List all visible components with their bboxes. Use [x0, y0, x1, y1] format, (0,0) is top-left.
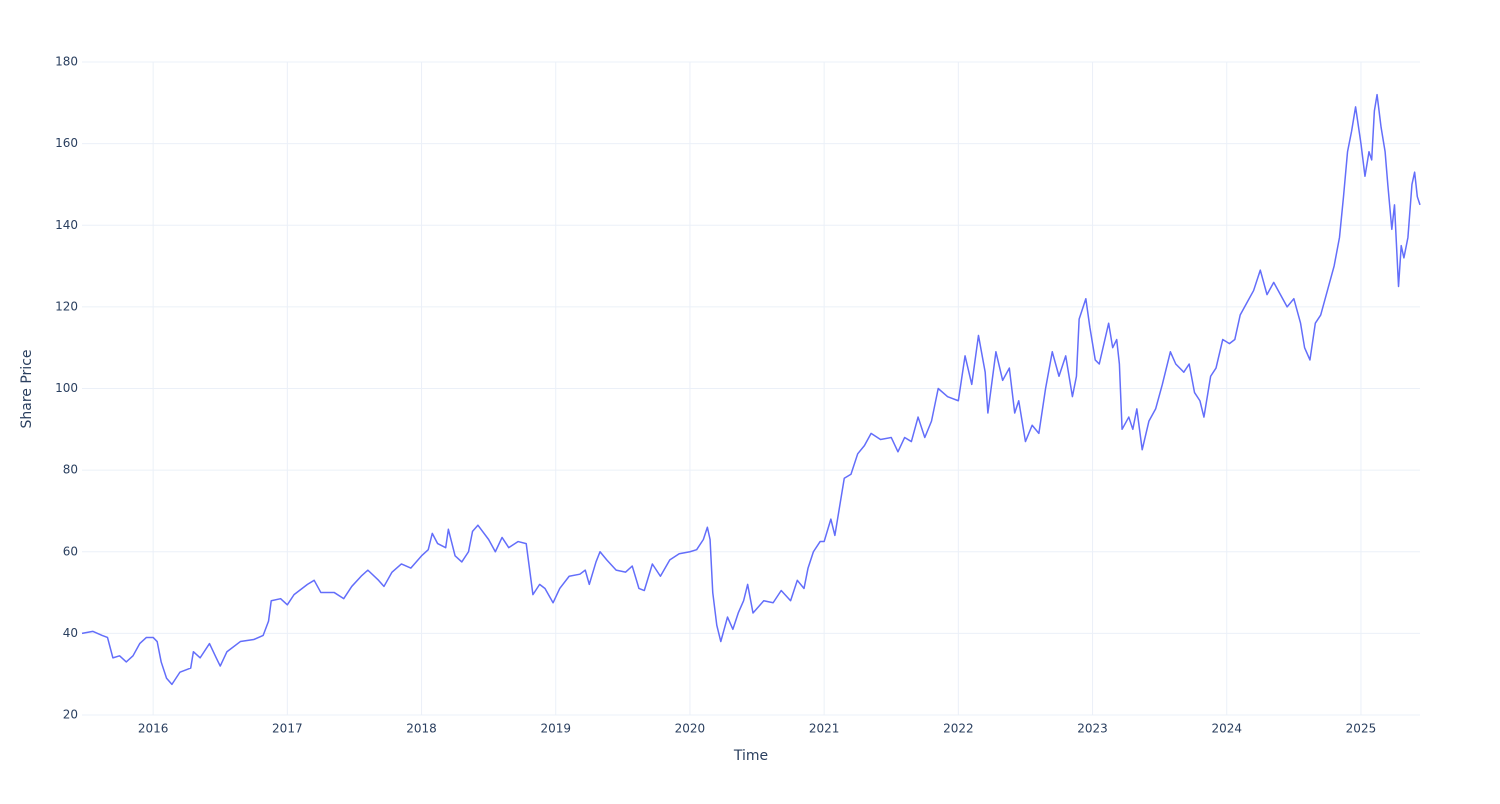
x-tick-label: 2018: [406, 722, 437, 736]
x-tick-label: 2019: [540, 722, 571, 736]
x-tick-label: 2024: [1211, 722, 1242, 736]
y-tick-label: 160: [55, 136, 78, 150]
y-tick-label: 60: [63, 544, 78, 558]
x-tick-label: 2023: [1077, 722, 1108, 736]
y-tick-label: 40: [63, 626, 78, 640]
line: [81, 93, 1421, 686]
x-tick-label: 2020: [675, 722, 706, 736]
x-tick-label: 2021: [809, 722, 840, 736]
y-tick-label: 80: [63, 463, 78, 477]
x-axis-title: Time: [733, 748, 768, 764]
y-tick-label: 180: [55, 55, 78, 69]
y-tick-label: 100: [55, 381, 78, 395]
y-tick-label: 120: [55, 299, 78, 313]
x-tick-label: 2016: [138, 722, 169, 736]
x-tick-label: 2022: [943, 722, 974, 736]
y-axis-title: Share Price: [19, 349, 35, 428]
y-tick-label: 20: [63, 708, 78, 722]
x-tick-label: 2017: [272, 722, 303, 736]
y-tick-label: 140: [55, 218, 78, 232]
x-tick-label: 2025: [1346, 722, 1377, 736]
